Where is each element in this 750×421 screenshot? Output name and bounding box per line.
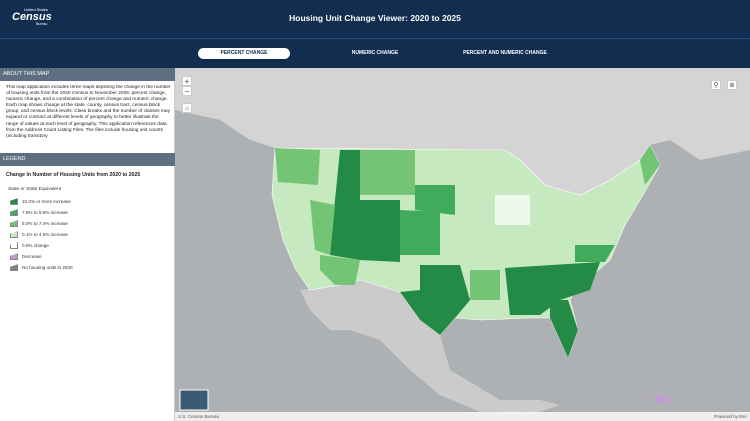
land-canada xyxy=(175,68,750,195)
state-region xyxy=(655,395,670,403)
legend-item: Decrease xyxy=(10,253,42,261)
legend-label: Decrease xyxy=(22,254,42,259)
legend-item: 7.5% to 9.9% increase xyxy=(10,209,68,217)
home-button[interactable]: ⌂ xyxy=(182,103,192,113)
powered-by: Powered by Esri xyxy=(714,414,747,419)
logo: United States Census Bureau xyxy=(12,8,52,27)
legend-item: 5.0% to 7.4% increase xyxy=(10,220,68,228)
side-panel: ABOUT THIS MAP This map application incl… xyxy=(0,68,175,421)
state-region xyxy=(495,195,530,225)
state-region xyxy=(275,148,320,185)
layers-button[interactable]: ≣ xyxy=(727,80,737,90)
legend-item: 0.1% to 4.9% increase xyxy=(10,231,68,239)
legend-label: 5.0% to 7.4% increase xyxy=(22,221,68,226)
logo-line: Bureau xyxy=(36,22,48,26)
legend-swatch xyxy=(10,198,18,206)
state-region xyxy=(320,255,360,285)
legend-swatch xyxy=(10,209,18,217)
state-region xyxy=(310,200,335,255)
map-footer xyxy=(175,412,750,421)
legend-label: No housing units in 2020 xyxy=(22,265,73,270)
state-region xyxy=(330,150,360,260)
legend-label: 0.0% change xyxy=(22,243,49,248)
zoom-in[interactable]: + xyxy=(182,76,192,86)
state-region xyxy=(360,200,400,262)
attribution: U.S. Census Bureau xyxy=(178,414,220,419)
state-region xyxy=(575,245,615,262)
section-header[interactable]: LEGEND xyxy=(0,153,175,166)
legend-label: 0.1% to 4.9% increase xyxy=(22,232,68,237)
state-region xyxy=(505,262,600,315)
tab[interactable]: PERCENT CHANGE xyxy=(198,48,290,59)
legend-swatch xyxy=(10,220,18,228)
legend-swatch xyxy=(10,242,18,250)
tab[interactable]: PERCENT AND NUMERIC CHANGE xyxy=(463,50,547,56)
app-title: Housing Unit Change Viewer: 2020 to 2025 xyxy=(289,13,461,23)
state-region xyxy=(400,210,440,255)
legend-swatch xyxy=(10,253,18,261)
legend-label: 7.5% to 9.9% increase xyxy=(22,210,68,215)
state-region xyxy=(550,300,578,358)
header: United States Census Bureau Housing Unit… xyxy=(0,0,750,38)
search-button[interactable]: ⚲ xyxy=(711,80,721,90)
section-header[interactable]: ABOUT THIS MAP xyxy=(0,68,175,81)
state-region xyxy=(415,185,455,215)
logo-line: Census xyxy=(12,11,52,23)
legend-label: 10.0% or more increase xyxy=(22,199,71,204)
legend-heading: Change in Number of Housing Units from 2… xyxy=(6,172,141,178)
state-region xyxy=(400,265,470,335)
legend-item: No housing units in 2020 xyxy=(10,264,73,272)
legend-item: 0.0% change xyxy=(10,242,49,250)
legend-item: 10.0% or more increase xyxy=(10,198,71,206)
basemap-toggle[interactable] xyxy=(179,389,209,411)
legend-swatch xyxy=(10,231,18,239)
about-text: This map application includes three maps… xyxy=(6,85,171,139)
tab[interactable]: NUMERIC CHANGE xyxy=(351,50,399,56)
state-region xyxy=(640,145,660,185)
map[interactable]: U.S. Census Bureau Powered by Esri xyxy=(175,68,750,421)
tab-bar: PERCENT CHANGE NUMERIC CHANGE PERCENT AND … xyxy=(0,38,750,68)
state-region xyxy=(360,150,415,195)
zoom-out[interactable]: − xyxy=(182,86,192,96)
legend-subheading: State or State Equivalent xyxy=(8,187,62,192)
state-region xyxy=(470,270,500,300)
land-mexico xyxy=(300,280,560,415)
logo-line: United States xyxy=(24,7,49,12)
legend-swatch xyxy=(10,264,18,272)
